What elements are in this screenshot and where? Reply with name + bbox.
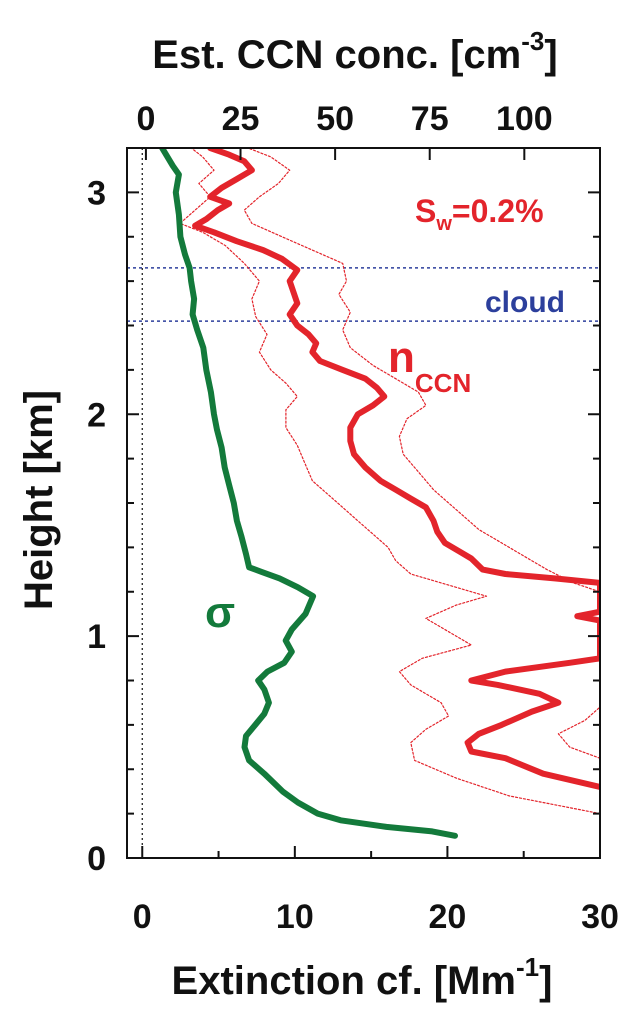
top-tick-label-75: 75 [411,100,449,138]
nccn-lower-bound-line [179,148,600,815]
x-tick-label-10: 10 [276,898,314,936]
x-tick-label-20: 20 [429,898,467,936]
top-tick-label-100: 100 [496,100,553,138]
x-axis-title: Extinction cf. [Mm-1] [172,952,553,1003]
plot-frame [126,147,601,859]
y-tick-label-0: 0 [87,840,106,878]
ticks-layer: 0 10 20 30 0 25 50 75 100 0 1 2 3 [87,100,619,936]
series-layer [141,148,600,858]
nccn-label: nCCN [388,333,471,398]
nccn-series-line [192,148,600,790]
top-axis-title: Est. CCN conc. [cm-3] [152,26,557,77]
y-tick-label-1: 1 [87,618,106,656]
y-axis-title: Height [km] [17,390,61,610]
nccn-upper-bound-line [243,148,600,759]
top-tick-label-0: 0 [136,100,155,138]
x-tick-label-0: 0 [133,898,152,936]
y-tick-label-3: 3 [87,174,106,212]
sw-annotation: Sw=0.2% [415,193,544,235]
top-axis-title-sup: -3 [521,26,544,56]
x-axis-title-sup: -1 [516,952,539,982]
y-tick-label-2: 2 [87,396,106,434]
top-tick-label-25: 25 [222,100,260,138]
cloud-band [127,267,600,322]
top-tick-label-50: 50 [316,100,354,138]
cloud-label: cloud [485,286,565,319]
x-tick-label-30: 30 [581,898,619,936]
sigma-label: σ [205,588,235,637]
sigma-series-line [159,148,458,839]
